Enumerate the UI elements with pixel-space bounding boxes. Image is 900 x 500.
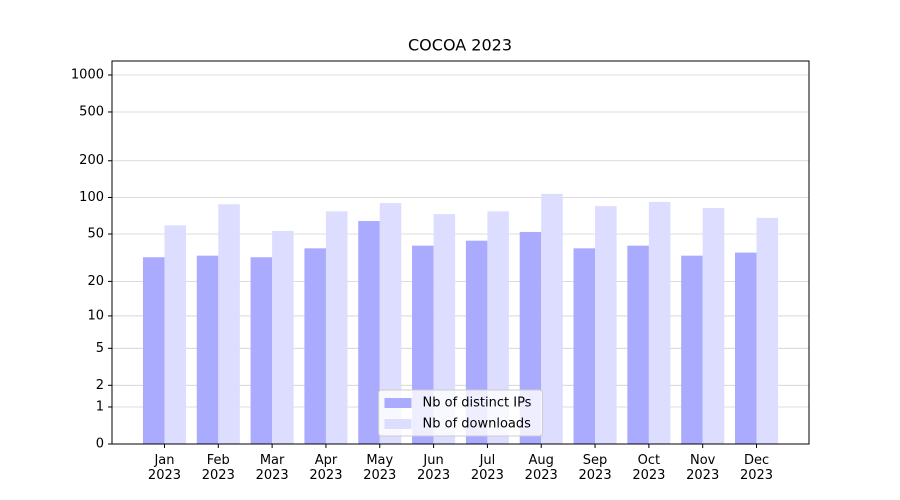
chart-title: COCOA 2023	[408, 36, 512, 55]
y-tick-label: 2	[96, 378, 104, 393]
x-tick-label: Jul 2023	[470, 453, 504, 483]
y-tick-label: 20	[87, 274, 104, 289]
y-tick-label: 10	[87, 308, 104, 323]
y-tick-label: 50	[87, 226, 104, 241]
legend-swatch	[384, 419, 412, 429]
bar	[164, 225, 187, 444]
y-tick-label: 1000	[71, 68, 104, 83]
x-tick-label: Dec 2023	[739, 453, 774, 483]
y-tick-label: 500	[79, 104, 104, 119]
bar	[756, 217, 779, 444]
y-tick-label: 200	[79, 153, 104, 168]
bar	[142, 257, 165, 444]
bar	[573, 248, 596, 444]
x-tick-label: Oct 2023	[632, 453, 666, 483]
x-tick-label: Jun 2023	[417, 453, 451, 483]
y-tick-label: 0	[96, 437, 104, 452]
x-tick-label: Jan 2023	[147, 453, 182, 483]
plot-frame	[111, 60, 810, 445]
x-tick-label: Mar 2023	[255, 453, 289, 483]
x-tick-label: May 2023	[363, 453, 397, 483]
legend: Nb of distinct IPs Nb of downloads	[378, 389, 543, 437]
bar	[734, 252, 757, 444]
legend-swatch	[384, 398, 412, 408]
bar	[433, 214, 456, 444]
bar	[196, 255, 219, 444]
x-tick-label: Nov 2023	[686, 453, 720, 483]
bar	[379, 203, 402, 444]
bar	[595, 206, 617, 444]
bar	[487, 211, 509, 444]
bar	[272, 230, 294, 444]
x-tick-label: Aug 2023	[524, 453, 558, 483]
x-tick-label: Feb 2023	[201, 453, 235, 483]
bar	[648, 201, 671, 444]
bar	[250, 257, 273, 444]
x-tick-label: Apr 2023	[309, 453, 343, 483]
bar	[325, 211, 348, 444]
y-tick-label: 1	[96, 399, 104, 414]
bar	[304, 248, 326, 444]
bar	[218, 204, 240, 444]
bar	[358, 221, 380, 444]
legend-label: Nb of downloads	[423, 417, 532, 432]
bar	[702, 207, 725, 444]
x-tick-label: Sep 2023	[578, 453, 612, 483]
legend-box	[378, 389, 543, 437]
bar	[541, 193, 563, 444]
legend-label: Nb of distinct IPs	[423, 396, 532, 411]
y-tick-label: 100	[79, 190, 104, 205]
bar	[681, 255, 703, 444]
bar	[627, 245, 649, 444]
y-tick-label: 5	[96, 341, 104, 356]
